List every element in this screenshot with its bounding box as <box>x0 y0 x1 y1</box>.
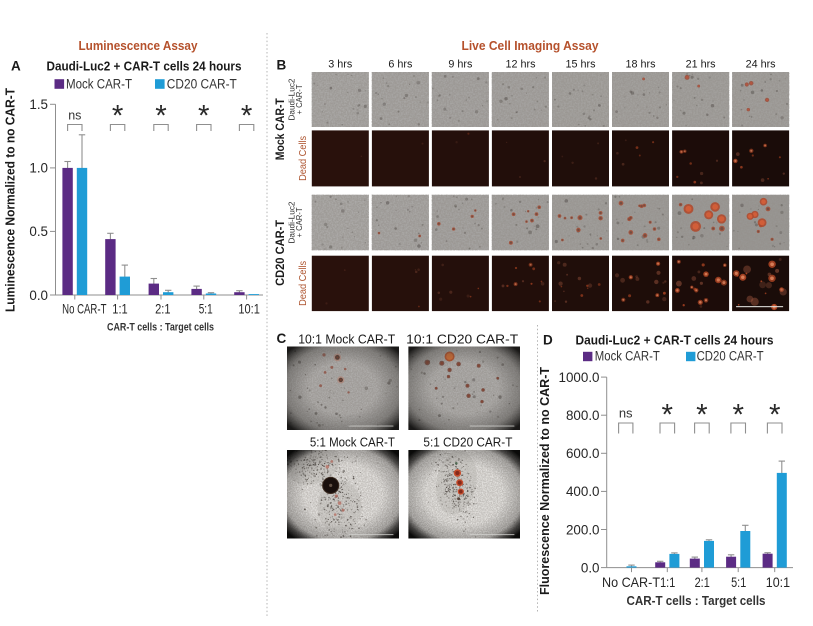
svg-text:200.0: 200.0 <box>566 522 600 537</box>
svg-text:C: C <box>277 331 287 346</box>
svg-text:3 hrs: 3 hrs <box>328 59 353 71</box>
svg-text:No CAR-T: No CAR-T <box>62 302 107 317</box>
svg-text:CAR-T cells : Target cells: CAR-T cells : Target cells <box>107 322 214 334</box>
svg-text:CD20 CAR-T: CD20 CAR-T <box>167 77 237 92</box>
svg-text:No CAR-T: No CAR-T <box>602 575 661 590</box>
svg-text:5:1 Mock CAR-T: 5:1 Mock CAR-T <box>310 435 395 450</box>
svg-text:Luminescence Assay: Luminescence Assay <box>79 38 199 53</box>
svg-text:*: * <box>155 99 167 132</box>
svg-text:Fluorescence Normalized to no: Fluorescence Normalized to no CAR-T <box>537 367 552 595</box>
svg-text:6 hrs: 6 hrs <box>388 59 413 71</box>
svg-text:5:1 CD20 CAR-T: 5:1 CD20 CAR-T <box>423 435 512 450</box>
svg-text:B: B <box>277 58 287 73</box>
svg-text:21 hrs: 21 hrs <box>686 59 717 71</box>
svg-text:*: * <box>241 99 253 132</box>
svg-text:2:1: 2:1 <box>155 302 170 317</box>
svg-text:800.0: 800.0 <box>566 408 600 423</box>
svg-text:1000.0: 1000.0 <box>559 370 600 385</box>
svg-text:CD20 CAR-T: CD20 CAR-T <box>275 220 287 286</box>
svg-text:CAR-T cells : Target cells: CAR-T cells : Target cells <box>627 593 766 608</box>
svg-text:1:1: 1:1 <box>660 575 675 590</box>
svg-text:0.5: 0.5 <box>29 224 48 239</box>
svg-text:+ CAR-T: + CAR-T <box>295 84 304 114</box>
svg-text:1.5: 1.5 <box>29 97 48 112</box>
svg-text:CD20 CAR-T: CD20 CAR-T <box>697 349 764 364</box>
svg-text:*: * <box>732 399 744 432</box>
svg-text:0.0: 0.0 <box>581 560 600 575</box>
svg-text:Mock CAR-T: Mock CAR-T <box>595 349 660 364</box>
svg-text:2:1: 2:1 <box>695 575 710 590</box>
svg-text:ns: ns <box>68 109 81 123</box>
svg-text:ns: ns <box>619 406 633 421</box>
svg-text:*: * <box>198 99 210 132</box>
svg-text:0.0: 0.0 <box>29 288 48 303</box>
svg-text:*: * <box>112 99 124 132</box>
svg-text:Mock CAR-T: Mock CAR-T <box>275 98 287 160</box>
svg-text:*: * <box>696 399 708 432</box>
svg-text:1:1: 1:1 <box>112 302 127 317</box>
svg-text:5:1: 5:1 <box>731 575 746 590</box>
svg-text:Daudi-Luc2: Daudi-Luc2 <box>288 201 297 244</box>
svg-text:12 hrs: 12 hrs <box>505 59 536 71</box>
svg-text:Mock CAR-T: Mock CAR-T <box>66 77 132 92</box>
svg-text:9 hrs: 9 hrs <box>448 59 473 71</box>
svg-text:1.0: 1.0 <box>29 161 48 176</box>
svg-text:Live Cell Imaging Assay: Live Cell Imaging Assay <box>462 38 600 53</box>
svg-text:Daudi-Luc2 + CAR-T cells 24 ho: Daudi-Luc2 + CAR-T cells 24 hours <box>576 333 774 348</box>
svg-text:10:1: 10:1 <box>238 302 260 317</box>
svg-text:Luminescence Normalized to no: Luminescence Normalized to no CAR-T <box>4 88 18 312</box>
svg-text:Dead Cells: Dead Cells <box>297 136 309 181</box>
svg-text:600.0: 600.0 <box>566 446 600 461</box>
svg-text:Dead Cells: Dead Cells <box>297 261 309 306</box>
svg-text:24 hrs: 24 hrs <box>746 59 777 71</box>
svg-text:15 hrs: 15 hrs <box>565 59 596 71</box>
svg-text:400.0: 400.0 <box>566 484 600 499</box>
svg-text:*: * <box>662 399 674 432</box>
svg-text:*: * <box>769 399 781 432</box>
svg-text:10:1 CD20 CAR-T: 10:1 CD20 CAR-T <box>406 332 518 347</box>
svg-text:10:1 Mock CAR-T: 10:1 Mock CAR-T <box>298 332 395 347</box>
svg-text:A: A <box>11 59 21 74</box>
svg-text:D: D <box>543 333 553 348</box>
svg-text:+ CAR-T: + CAR-T <box>295 207 304 237</box>
svg-text:Daudi-Luc2: Daudi-Luc2 <box>288 78 297 121</box>
svg-text:10:1: 10:1 <box>766 575 790 590</box>
svg-text:Daudi-Luc2 + CAR-T cells 24 ho: Daudi-Luc2 + CAR-T cells 24 hours <box>47 59 242 74</box>
svg-text:5:1: 5:1 <box>199 302 213 317</box>
svg-text:18 hrs: 18 hrs <box>625 59 656 71</box>
